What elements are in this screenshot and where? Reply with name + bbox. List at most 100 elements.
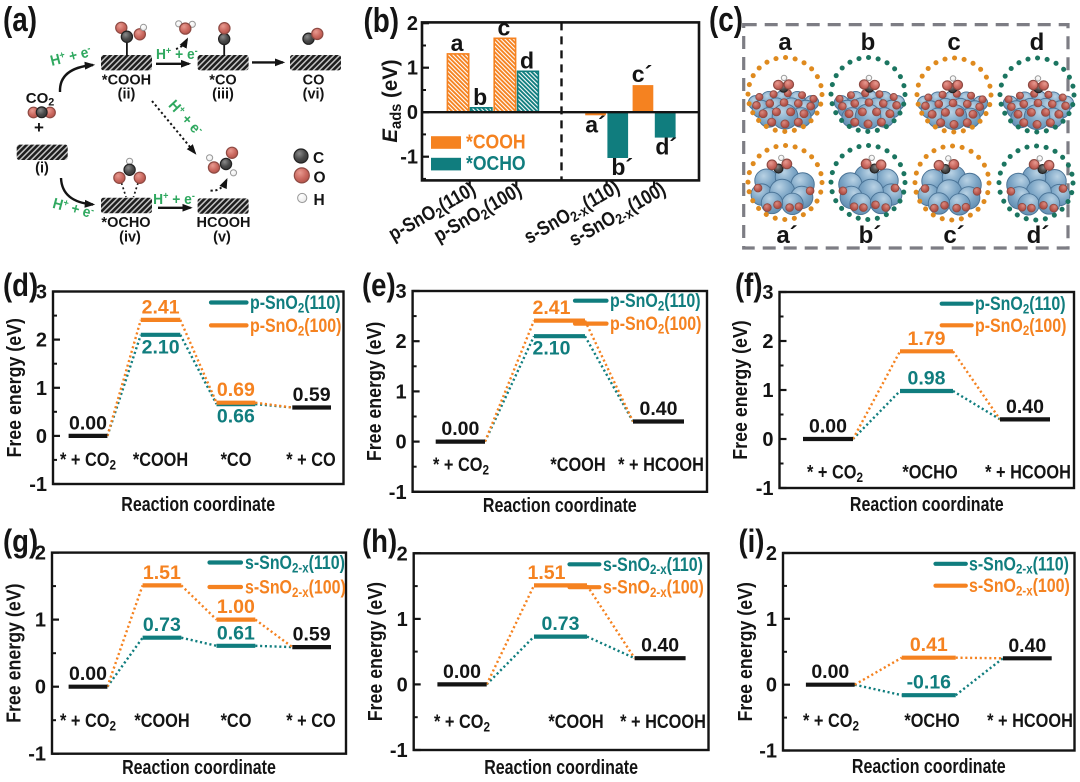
- svg-text:2: 2: [397, 543, 408, 565]
- svg-text:* + CO2: * + CO2: [433, 454, 489, 478]
- svg-text:*OCHO: *OCHO: [101, 215, 150, 231]
- svg-text:(b): (b): [364, 1, 400, 39]
- svg-text:0: 0: [762, 429, 773, 451]
- svg-text:1.51: 1.51: [143, 562, 181, 584]
- svg-text:s-SnO2-x(110): s-SnO2-x(110): [969, 553, 1069, 577]
- svg-text:2: 2: [36, 330, 47, 352]
- svg-text:a´: a´: [776, 222, 797, 249]
- svg-text:(v): (v): [213, 230, 231, 246]
- svg-text:0: 0: [36, 426, 47, 448]
- svg-text:0.61: 0.61: [217, 622, 255, 644]
- svg-text:2.41: 2.41: [533, 297, 571, 319]
- svg-text:0: 0: [766, 675, 777, 697]
- svg-text:-1: -1: [400, 147, 418, 169]
- svg-text:p-SnO2(110): p-SnO2(110): [610, 290, 701, 314]
- svg-text:H+ + e-: H+ + e-: [156, 46, 198, 64]
- svg-text:p-SnO2(110): p-SnO2(110): [250, 292, 341, 316]
- svg-text:c: c: [947, 29, 960, 56]
- svg-text:CO: CO: [303, 73, 325, 89]
- svg-text:(f): (f): [735, 268, 762, 303]
- svg-text:(c): (c): [709, 0, 743, 38]
- svg-text:Free energy (eV): Free energy (eV): [365, 582, 387, 721]
- svg-text:*CO: *CO: [209, 73, 236, 89]
- svg-text:b´: b´: [859, 222, 882, 249]
- svg-text:1: 1: [407, 58, 418, 80]
- svg-text:* + CO2: * + CO2: [60, 710, 116, 734]
- svg-text:Free energy (eV): Free energy (eV): [735, 582, 757, 721]
- svg-text:2: 2: [762, 331, 773, 353]
- svg-text:0.73: 0.73: [143, 614, 181, 636]
- svg-text:3: 3: [36, 282, 47, 304]
- svg-text:(iv): (iv): [119, 230, 141, 246]
- svg-text:H+ + e-: H+ + e-: [49, 43, 94, 70]
- svg-text:d´: d´: [655, 134, 677, 160]
- svg-text:0.69: 0.69: [217, 379, 255, 401]
- svg-text:0.40: 0.40: [640, 398, 678, 420]
- svg-text:*COOH: *COOH: [548, 711, 603, 732]
- svg-text:* + HCOOH: * + HCOOH: [985, 461, 1071, 482]
- svg-text:HCOOH: HCOOH: [197, 215, 251, 231]
- svg-text:-1: -1: [29, 474, 47, 496]
- svg-text:-1: -1: [759, 741, 777, 763]
- svg-text:3: 3: [395, 281, 406, 303]
- svg-text:(d): (d): [3, 268, 38, 303]
- svg-text:-1: -1: [756, 478, 774, 500]
- svg-text:p-SnO2(100): p-SnO2(100): [250, 315, 341, 339]
- svg-text:s-SnO2-x(110): s-SnO2-x(110): [245, 552, 345, 576]
- svg-text:a: a: [778, 29, 792, 56]
- svg-text:s-SnO2-x(100): s-SnO2-x(100): [603, 576, 704, 600]
- svg-text:c: c: [498, 14, 511, 40]
- svg-text:(i): (i): [35, 161, 49, 177]
- svg-text:1: 1: [766, 609, 777, 631]
- svg-text:p-SnO2(110): p-SnO2(110): [975, 293, 1066, 317]
- svg-text:0: 0: [407, 102, 418, 124]
- svg-text:Free energy (eV): Free energy (eV): [4, 583, 26, 722]
- svg-text:0.00: 0.00: [443, 661, 481, 683]
- svg-text:+: +: [34, 118, 44, 137]
- svg-text:a´: a´: [585, 111, 605, 137]
- svg-text:s-SnO2-x(100): s-SnO2-x(100): [969, 575, 1070, 599]
- svg-text:-1: -1: [390, 740, 408, 762]
- svg-text:a: a: [451, 30, 464, 56]
- svg-text:c´: c´: [632, 61, 652, 87]
- svg-text:(ii): (ii): [118, 87, 136, 103]
- svg-text:p-SnO2(100): p-SnO2(100): [975, 314, 1066, 338]
- svg-text:*COOH: *COOH: [102, 73, 151, 89]
- svg-text:*COOH: *COOH: [134, 710, 189, 731]
- svg-text:2.41: 2.41: [142, 296, 180, 318]
- svg-text:s-SnO2-x(100): s-SnO2-x(100): [245, 576, 346, 600]
- svg-text:(i): (i): [739, 524, 765, 559]
- svg-text:* + CO: * + CO: [286, 449, 336, 470]
- svg-text:Reaction coordinate: Reaction coordinate: [484, 756, 638, 777]
- svg-text:Free energy (eV): Free energy (eV): [364, 322, 386, 461]
- svg-text:0: 0: [397, 674, 408, 696]
- svg-text:b: b: [861, 29, 876, 56]
- svg-text:1: 1: [762, 380, 773, 402]
- svg-text:0.40: 0.40: [641, 635, 679, 657]
- svg-text:b´: b´: [611, 154, 633, 180]
- svg-text:d: d: [1030, 29, 1045, 56]
- svg-text:s-SnO2-x(110): s-SnO2-x(110): [603, 553, 703, 577]
- svg-text:Reaction coordinate: Reaction coordinate: [122, 756, 276, 777]
- svg-text:*COOH: *COOH: [133, 449, 188, 470]
- svg-text:0.98: 0.98: [908, 368, 946, 390]
- svg-text:1: 1: [36, 378, 47, 400]
- svg-text:* + HCOOH: * + HCOOH: [620, 711, 706, 732]
- svg-text:0.40: 0.40: [1008, 635, 1046, 657]
- svg-text:C: C: [313, 150, 324, 167]
- svg-text:Free energy (eV): Free energy (eV): [4, 318, 26, 457]
- svg-text:b: b: [473, 84, 487, 110]
- svg-text:Reaction coordinate: Reaction coordinate: [850, 493, 1004, 515]
- svg-text:Reaction coordinate: Reaction coordinate: [852, 755, 1006, 777]
- svg-text:2: 2: [766, 543, 777, 565]
- svg-text:Reaction coordinate: Reaction coordinate: [483, 494, 637, 516]
- svg-text:1: 1: [395, 381, 406, 403]
- svg-text:H+ + e-: H+ + e-: [153, 191, 195, 209]
- svg-text:0.66: 0.66: [217, 406, 255, 428]
- svg-text:* + HCOOH: * + HCOOH: [618, 454, 704, 475]
- svg-text:*OCHO: *OCHO: [902, 461, 958, 482]
- svg-text:0.40: 0.40: [1006, 396, 1044, 418]
- svg-text:* + CO2: * + CO2: [434, 711, 490, 735]
- svg-text:1: 1: [397, 609, 408, 631]
- svg-text:0.59: 0.59: [293, 384, 331, 406]
